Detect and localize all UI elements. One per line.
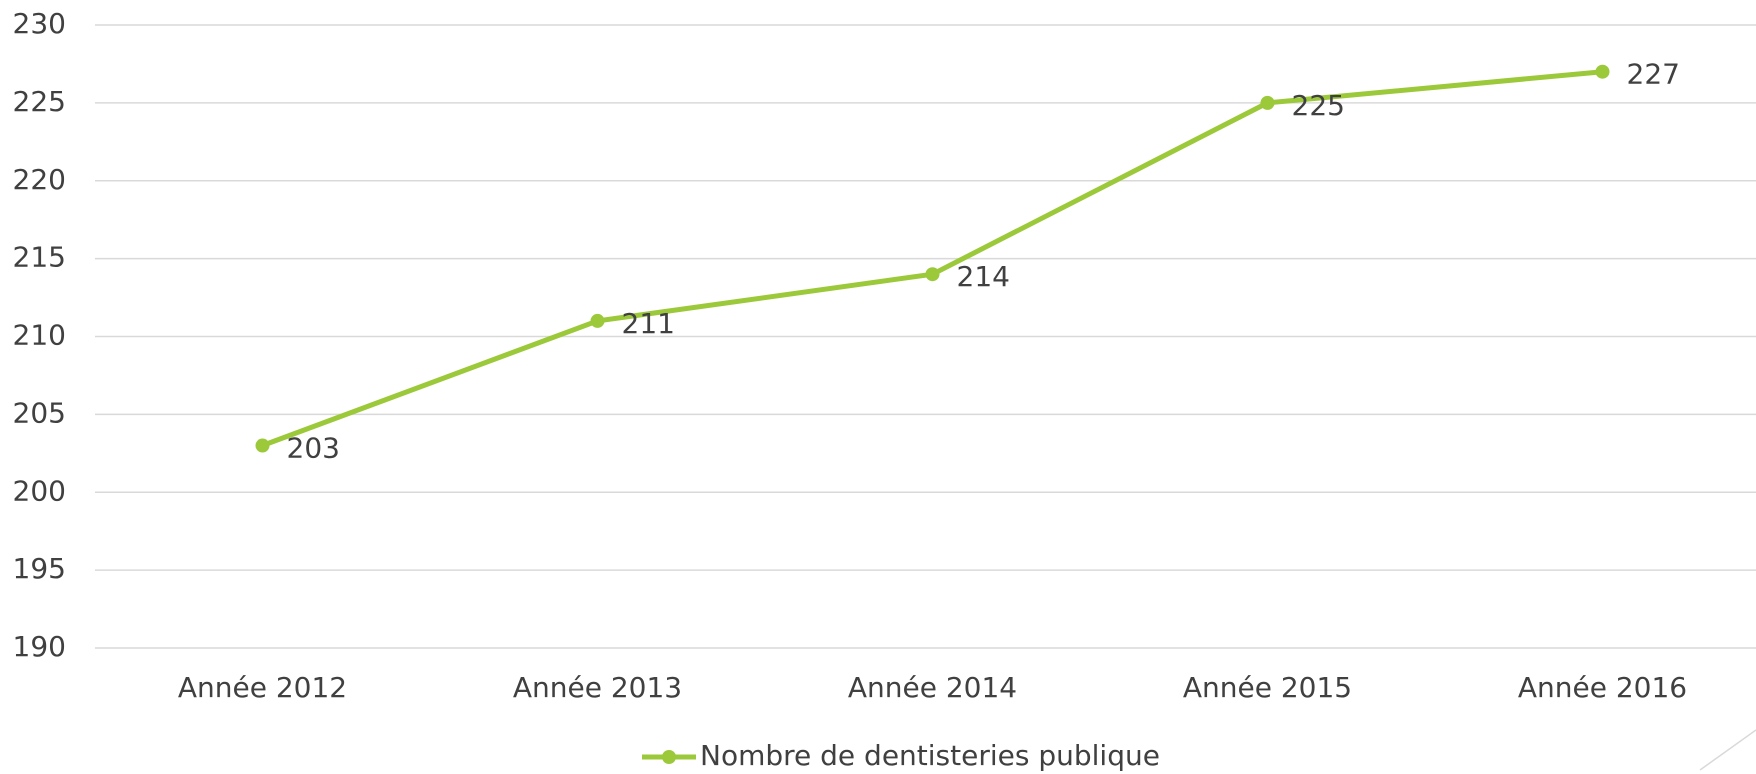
x-tick-label: Année 2012 xyxy=(178,671,347,704)
y-tick-label: 195 xyxy=(13,552,66,585)
data-point xyxy=(1260,95,1275,110)
legend-marker xyxy=(662,750,676,764)
y-tick-label: 230 xyxy=(13,7,66,40)
y-tick-label: 215 xyxy=(13,241,66,274)
x-tick-label: Année 2016 xyxy=(1518,671,1687,704)
data-point xyxy=(1595,64,1610,79)
y-tick-label: 200 xyxy=(13,474,66,507)
x-tick-label: Année 2013 xyxy=(513,671,682,704)
data-label: 211 xyxy=(622,307,675,340)
data-label: 225 xyxy=(1292,89,1345,122)
data-label: 214 xyxy=(957,260,1010,293)
y-tick-label: 225 xyxy=(13,85,66,118)
y-tick-label: 190 xyxy=(13,630,66,663)
x-tick-label: Année 2015 xyxy=(1183,671,1352,704)
data-point xyxy=(255,438,270,453)
y-tick-label: 210 xyxy=(13,319,66,352)
data-label: 227 xyxy=(1627,58,1680,91)
data-label: 203 xyxy=(287,432,340,465)
decoration xyxy=(1699,729,1756,771)
data-point xyxy=(590,313,605,328)
legend-label: Nombre de dentisteries publique xyxy=(700,739,1160,772)
x-tick-label: Année 2014 xyxy=(848,671,1017,704)
data-point xyxy=(925,267,940,282)
y-tick-label: 205 xyxy=(13,396,66,429)
y-tick-label: 220 xyxy=(13,163,66,196)
